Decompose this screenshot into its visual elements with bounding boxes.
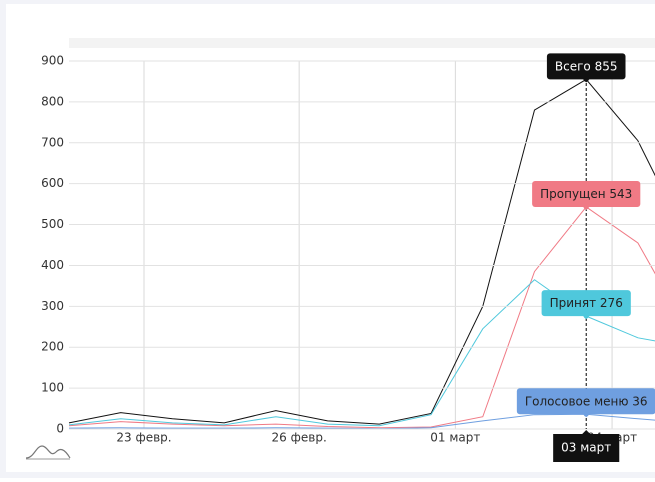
tooltip-text: Всего 855 — [555, 59, 618, 73]
y-tick-label: 600 — [41, 176, 64, 190]
tooltip-arrow — [582, 205, 591, 210]
tooltip-arrow — [582, 78, 591, 83]
zoom-icon — [25, 445, 71, 459]
y-tick-label: 800 — [41, 94, 64, 108]
y-tick-label: 300 — [41, 299, 64, 313]
tooltip-value: 276 — [600, 296, 623, 310]
tooltip-value: 855 — [595, 59, 618, 73]
y-tick-label: 700 — [41, 135, 64, 149]
tooltip-value: 36 — [632, 394, 647, 408]
x-tick-label: 26 февр. — [272, 431, 327, 445]
tooltip-box — [546, 53, 626, 80]
tooltip-text: Голосовое меню 36 — [525, 394, 648, 408]
y-tick-label: 900 — [41, 54, 64, 68]
tooltip-text: Пропущен 543 — [540, 186, 632, 200]
y-tick-label: 100 — [41, 381, 64, 395]
tooltip-box — [541, 290, 631, 317]
tooltip-box — [532, 180, 641, 207]
x-tick-label: 01 март — [430, 431, 480, 445]
tooltip-name: Всего — [555, 59, 591, 73]
tooltip-text: Принят 276 — [550, 296, 623, 310]
x-tick-label: 23 февр. — [116, 431, 171, 445]
y-tick-label: 400 — [41, 258, 64, 272]
tooltip-arrow — [582, 315, 591, 320]
crosshair-label: 03 март — [561, 441, 611, 455]
tooltip-name: Голосовое меню — [525, 394, 629, 408]
y-tick-label: 200 — [41, 340, 64, 354]
scroll-bar — [69, 38, 655, 48]
tooltip-arrow — [582, 413, 591, 418]
tooltip-value: 543 — [609, 186, 632, 200]
crosshair-label-arrow — [582, 430, 591, 434]
y-tick-label: 0 — [56, 422, 64, 436]
tooltip-name: Пропущен — [540, 186, 605, 200]
tooltip-box — [516, 388, 655, 415]
y-tick-label: 500 — [41, 217, 64, 231]
crosshair-label-box — [553, 434, 620, 462]
tooltip-name: Принят — [550, 296, 597, 310]
